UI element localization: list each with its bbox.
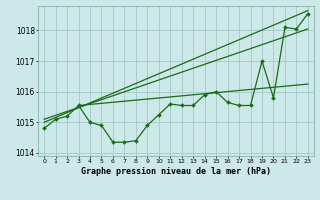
X-axis label: Graphe pression niveau de la mer (hPa): Graphe pression niveau de la mer (hPa) — [81, 167, 271, 176]
